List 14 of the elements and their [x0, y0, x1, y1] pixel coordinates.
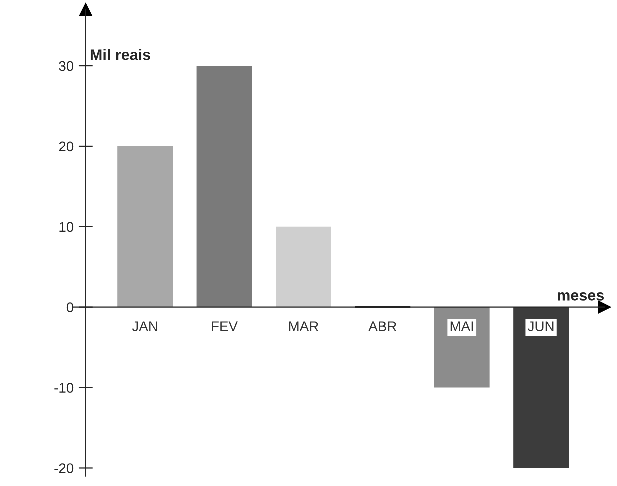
x-tick-label: MAR — [289, 322, 318, 332]
y-tick-label: 20 — [59, 142, 74, 152]
y-tick-label: 0 — [66, 302, 74, 313]
x-tick-label: MAI — [450, 322, 474, 332]
x-tick-label: JAN — [132, 322, 158, 332]
y-axis-title: Mil reais — [90, 49, 150, 60]
x-tick-label: JUN — [528, 322, 554, 332]
y-tick-label: 30 — [59, 61, 74, 72]
y-tick-label: 10 — [60, 222, 74, 232]
x-tick-label: FEV — [212, 322, 238, 332]
y-tick-label: -10 — [54, 383, 74, 393]
x-axis-title: meses — [558, 292, 604, 301]
x-tick-label: ABR — [368, 322, 397, 332]
y-tick-label: -20 — [54, 464, 74, 474]
